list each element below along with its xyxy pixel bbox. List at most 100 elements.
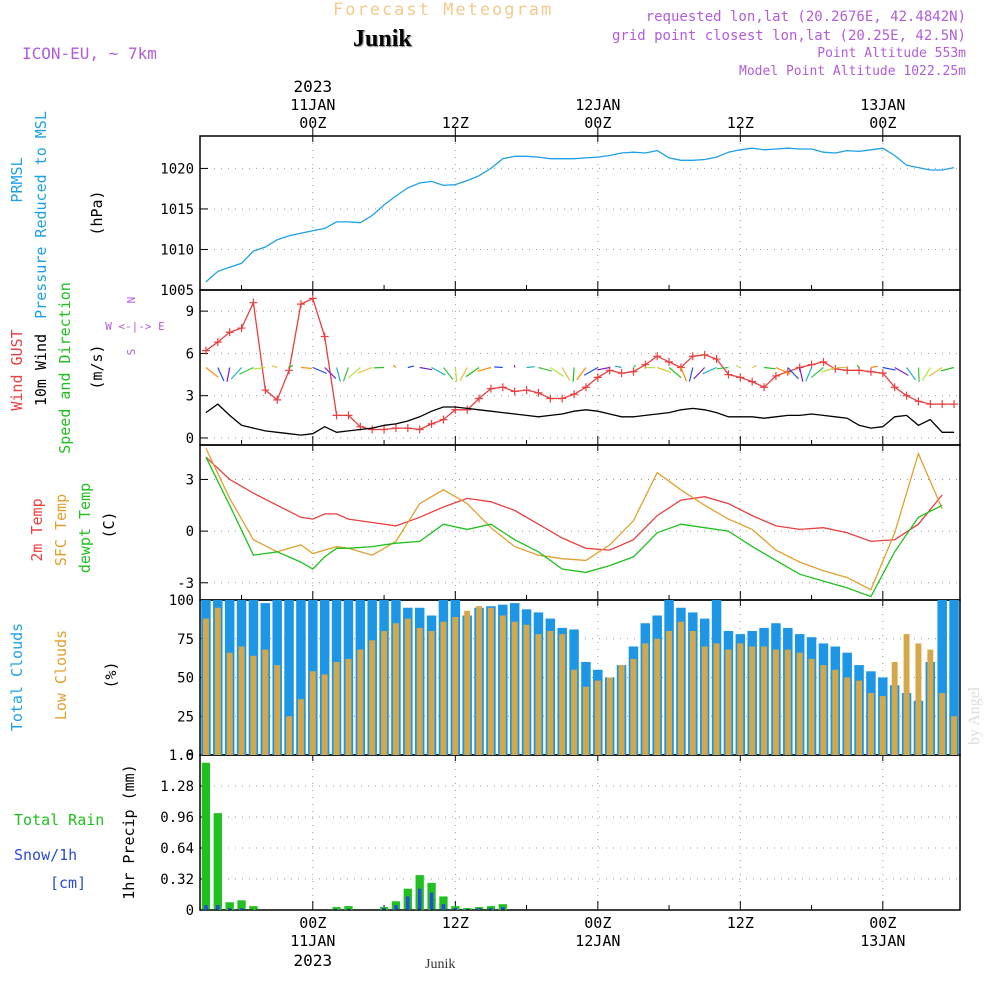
gust-marker: [593, 373, 602, 382]
cloud-unit: (%): [102, 661, 120, 688]
gust-marker: [950, 400, 959, 409]
gust-marker: [463, 405, 472, 414]
ytick-label: 75: [177, 632, 194, 648]
wind-direction-arrow: [288, 364, 294, 369]
wind-10m-label: 10m Wind: [32, 334, 50, 406]
gust-marker: [878, 369, 887, 378]
gust-marker: [819, 357, 828, 366]
low-cloud-bar: [630, 658, 637, 755]
precip-axis-label: 1hr Precip (mm): [120, 764, 138, 899]
ytick-label: 0.64: [160, 841, 194, 857]
low-cloud-bar: [618, 665, 625, 755]
bottom-axis-time: 00Z: [299, 914, 326, 932]
low-cloud-bar: [772, 649, 779, 755]
ytick-label: 1.6: [169, 748, 194, 764]
precip-snow-label: Snow/1h: [14, 846, 77, 864]
bottom-axis-time: 12Z: [442, 914, 469, 932]
wind-direction-arrow: [459, 367, 468, 381]
wind-direction-arrow: [596, 366, 610, 371]
snow-bar: [406, 896, 410, 910]
wind-direction-arrow: [572, 367, 575, 382]
low-cloud-bar: [238, 646, 245, 755]
gust-marker: [261, 386, 270, 395]
low-cloud-bar: [416, 627, 423, 755]
low-cloud-bar: [784, 649, 791, 755]
bottom-axis-time: 00Z: [869, 914, 896, 932]
gust-marker: [344, 411, 353, 420]
wind-direction-arrow: [538, 366, 552, 372]
gust-marker: [486, 384, 495, 393]
ytick-label: 3: [186, 389, 194, 405]
top-axis-time: 00Z: [584, 114, 611, 132]
ytick-label: 1010: [160, 242, 194, 258]
gust-marker: [522, 386, 531, 395]
low-cloud-bar: [202, 618, 209, 755]
snow-bar: [501, 907, 505, 910]
low-cloud-bar: [808, 658, 815, 755]
gust-marker: [771, 371, 780, 380]
ytick-label: 0.32: [160, 872, 194, 888]
bottom-axis-date: 11JAN: [290, 932, 335, 950]
panel-frame-precipitation: [199, 754, 961, 911]
low-cloud-bar: [891, 662, 898, 755]
low-cloud-bar: [345, 658, 352, 755]
gust-marker: [570, 390, 579, 399]
snow-bar: [441, 904, 446, 910]
total-cloud-bar: [949, 600, 959, 755]
gust-marker: [748, 377, 757, 386]
compass-s: S: [125, 349, 138, 356]
gust-marker: [498, 383, 507, 392]
wind-direction-arrow: [751, 365, 757, 369]
wind-direction-arrow: [312, 366, 328, 375]
gust-marker: [665, 357, 674, 366]
wind-direction-arrow: [271, 365, 278, 369]
gridpoint-coords: grid point closest lon,lat (20.25E, 42.5…: [611, 28, 966, 44]
gust-marker: [807, 360, 816, 369]
temp-2m-label: 2m Temp: [28, 498, 46, 561]
top-axis-year: 2023: [294, 77, 333, 96]
low-cloud-bar: [571, 669, 578, 755]
low-cloud-bar: [381, 631, 388, 755]
gust-marker: [285, 366, 294, 375]
ytick-label: 9: [186, 304, 194, 320]
low-cloud-bar: [796, 652, 803, 755]
snow-bar: [477, 908, 481, 910]
low-cloud-bar: [689, 631, 696, 755]
rain-bar: [213, 813, 222, 910]
wind-direction-arrow: [856, 364, 860, 368]
low-cloud-bar: [761, 646, 768, 755]
low-cloud-bar: [428, 631, 435, 755]
wind-line: [205, 403, 955, 436]
wind-direction-arrow: [392, 364, 397, 368]
wind-direction-arrow: [787, 367, 799, 380]
low-cloud-bar: [309, 671, 316, 755]
rain-bar: [249, 906, 258, 910]
low-cloud-bar: [737, 643, 744, 755]
gust-marker: [380, 425, 389, 434]
gust-marker: [237, 324, 246, 333]
rain-bar: [332, 907, 341, 910]
meteogram-title: Forecast Meteogram: [333, 0, 554, 20]
wind-direction-arrow: [431, 366, 446, 376]
temp-dewpoint-line: [205, 456, 943, 598]
ytick-label: 1005: [160, 283, 194, 299]
rain-bar: [439, 896, 448, 910]
gust-marker: [403, 424, 412, 433]
model-label: ICON-EU, ~ 7km: [22, 44, 157, 63]
wind-direction-arrow: [226, 367, 231, 382]
temp-sfc-line: [205, 448, 943, 591]
bottom-axis-time: 12Z: [727, 914, 754, 932]
pressure-unit: (hPa): [88, 190, 106, 235]
rain-bar: [201, 762, 211, 910]
wind-direction-arrow: [821, 366, 836, 373]
wind-direction-arrow: [300, 366, 313, 370]
low-cloud-bar: [369, 640, 376, 755]
temp-sfc-label: SFC Temp: [52, 494, 70, 566]
gust-marker: [475, 394, 484, 403]
low-cloud-bar: [559, 634, 566, 755]
gust-marker: [415, 425, 424, 434]
low-cloud-bar: [511, 621, 518, 755]
precip-rain-label: Total Rain: [14, 811, 104, 829]
low-cloud-bar: [701, 646, 708, 755]
cloud-low-label: Low Clouds: [52, 630, 70, 720]
